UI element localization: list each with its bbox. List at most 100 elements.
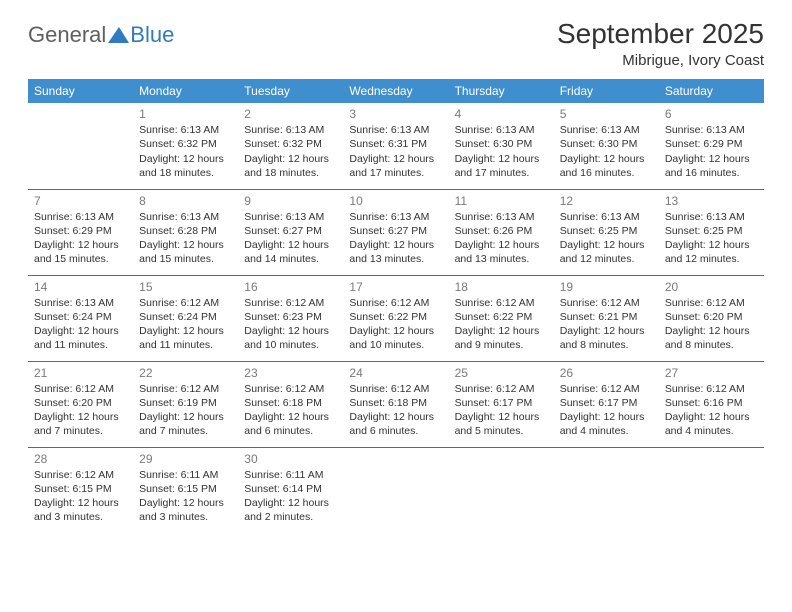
header: General Blue September 2025 Mibrigue, Iv…	[28, 18, 764, 69]
daylight-text: and 8 minutes.	[665, 338, 758, 352]
weekday-header: Tuesday	[238, 79, 343, 103]
sunset-text: Sunset: 6:21 PM	[560, 310, 653, 324]
sunset-text: Sunset: 6:22 PM	[455, 310, 548, 324]
daylight-text: Daylight: 12 hours	[560, 410, 653, 424]
weekday-header: Thursday	[449, 79, 554, 103]
sunset-text: Sunset: 6:17 PM	[455, 396, 548, 410]
daylight-text: and 4 minutes.	[665, 424, 758, 438]
sunset-text: Sunset: 6:19 PM	[139, 396, 232, 410]
sunrise-text: Sunrise: 6:12 AM	[244, 382, 337, 396]
day-number: 14	[34, 279, 127, 295]
calendar-cell: 6Sunrise: 6:13 AMSunset: 6:29 PMDaylight…	[659, 103, 764, 189]
day-number: 8	[139, 193, 232, 209]
sunrise-text: Sunrise: 6:12 AM	[34, 382, 127, 396]
sunset-text: Sunset: 6:29 PM	[665, 137, 758, 151]
sunset-text: Sunset: 6:28 PM	[139, 224, 232, 238]
sunrise-text: Sunrise: 6:13 AM	[665, 123, 758, 137]
day-number: 12	[560, 193, 653, 209]
logo-sail-icon	[108, 26, 130, 44]
calendar-cell: 16Sunrise: 6:12 AMSunset: 6:23 PMDayligh…	[238, 275, 343, 361]
sunset-text: Sunset: 6:18 PM	[349, 396, 442, 410]
sunset-text: Sunset: 6:27 PM	[349, 224, 442, 238]
day-number: 6	[665, 106, 758, 122]
sunset-text: Sunset: 6:24 PM	[34, 310, 127, 324]
daylight-text: and 17 minutes.	[349, 166, 442, 180]
sunrise-text: Sunrise: 6:11 AM	[244, 468, 337, 482]
calendar-cell	[343, 447, 448, 533]
day-number: 2	[244, 106, 337, 122]
daylight-text: Daylight: 12 hours	[139, 324, 232, 338]
day-number: 28	[34, 451, 127, 467]
calendar-cell: 1Sunrise: 6:13 AMSunset: 6:32 PMDaylight…	[133, 103, 238, 189]
weekday-header: Saturday	[659, 79, 764, 103]
daylight-text: and 15 minutes.	[139, 252, 232, 266]
sunrise-text: Sunrise: 6:13 AM	[560, 210, 653, 224]
logo-text-a: General	[28, 22, 106, 48]
calendar-document: General Blue September 2025 Mibrigue, Iv…	[0, 0, 792, 543]
calendar-cell: 17Sunrise: 6:12 AMSunset: 6:22 PMDayligh…	[343, 275, 448, 361]
daylight-text: Daylight: 12 hours	[244, 152, 337, 166]
day-number: 17	[349, 279, 442, 295]
calendar-cell: 4Sunrise: 6:13 AMSunset: 6:30 PMDaylight…	[449, 103, 554, 189]
daylight-text: and 14 minutes.	[244, 252, 337, 266]
day-number: 22	[139, 365, 232, 381]
daylight-text: and 5 minutes.	[455, 424, 548, 438]
calendar-cell	[449, 447, 554, 533]
day-number: 29	[139, 451, 232, 467]
weekday-row: Sunday Monday Tuesday Wednesday Thursday…	[28, 79, 764, 103]
sunset-text: Sunset: 6:26 PM	[455, 224, 548, 238]
calendar-week: 7Sunrise: 6:13 AMSunset: 6:29 PMDaylight…	[28, 189, 764, 275]
sunrise-text: Sunrise: 6:13 AM	[244, 210, 337, 224]
day-number: 20	[665, 279, 758, 295]
calendar-cell: 7Sunrise: 6:13 AMSunset: 6:29 PMDaylight…	[28, 189, 133, 275]
calendar-cell: 15Sunrise: 6:12 AMSunset: 6:24 PMDayligh…	[133, 275, 238, 361]
calendar-cell: 27Sunrise: 6:12 AMSunset: 6:16 PMDayligh…	[659, 361, 764, 447]
sunrise-text: Sunrise: 6:13 AM	[349, 210, 442, 224]
daylight-text: Daylight: 12 hours	[244, 410, 337, 424]
daylight-text: Daylight: 12 hours	[244, 238, 337, 252]
calendar-cell: 22Sunrise: 6:12 AMSunset: 6:19 PMDayligh…	[133, 361, 238, 447]
day-number: 18	[455, 279, 548, 295]
calendar-cell: 14Sunrise: 6:13 AMSunset: 6:24 PMDayligh…	[28, 275, 133, 361]
sunrise-text: Sunrise: 6:12 AM	[244, 296, 337, 310]
sunset-text: Sunset: 6:32 PM	[139, 137, 232, 151]
day-number: 4	[455, 106, 548, 122]
sunrise-text: Sunrise: 6:13 AM	[665, 210, 758, 224]
sunrise-text: Sunrise: 6:13 AM	[455, 123, 548, 137]
calendar-cell: 28Sunrise: 6:12 AMSunset: 6:15 PMDayligh…	[28, 447, 133, 533]
sunset-text: Sunset: 6:14 PM	[244, 482, 337, 496]
sunrise-text: Sunrise: 6:13 AM	[34, 296, 127, 310]
daylight-text: Daylight: 12 hours	[349, 324, 442, 338]
daylight-text: Daylight: 12 hours	[34, 238, 127, 252]
sunset-text: Sunset: 6:29 PM	[34, 224, 127, 238]
sunset-text: Sunset: 6:15 PM	[139, 482, 232, 496]
daylight-text: Daylight: 12 hours	[455, 238, 548, 252]
sunrise-text: Sunrise: 6:12 AM	[560, 382, 653, 396]
calendar-cell: 12Sunrise: 6:13 AMSunset: 6:25 PMDayligh…	[554, 189, 659, 275]
daylight-text: and 10 minutes.	[244, 338, 337, 352]
daylight-text: Daylight: 12 hours	[349, 238, 442, 252]
sunset-text: Sunset: 6:20 PM	[665, 310, 758, 324]
weekday-header: Friday	[554, 79, 659, 103]
sunset-text: Sunset: 6:25 PM	[665, 224, 758, 238]
calendar-cell: 19Sunrise: 6:12 AMSunset: 6:21 PMDayligh…	[554, 275, 659, 361]
sunset-text: Sunset: 6:15 PM	[34, 482, 127, 496]
sunset-text: Sunset: 6:22 PM	[349, 310, 442, 324]
daylight-text: Daylight: 12 hours	[34, 496, 127, 510]
day-number: 23	[244, 365, 337, 381]
daylight-text: and 4 minutes.	[560, 424, 653, 438]
day-number: 9	[244, 193, 337, 209]
sunrise-text: Sunrise: 6:12 AM	[34, 468, 127, 482]
daylight-text: Daylight: 12 hours	[665, 238, 758, 252]
day-number: 10	[349, 193, 442, 209]
sunset-text: Sunset: 6:27 PM	[244, 224, 337, 238]
calendar-cell: 21Sunrise: 6:12 AMSunset: 6:20 PMDayligh…	[28, 361, 133, 447]
daylight-text: and 2 minutes.	[244, 510, 337, 524]
sunrise-text: Sunrise: 6:12 AM	[349, 382, 442, 396]
sunrise-text: Sunrise: 6:13 AM	[560, 123, 653, 137]
calendar-week: 14Sunrise: 6:13 AMSunset: 6:24 PM Dayligh…	[28, 275, 764, 361]
calendar-cell: 2Sunrise: 6:13 AMSunset: 6:32 PMDaylight…	[238, 103, 343, 189]
sunrise-text: Sunrise: 6:12 AM	[665, 296, 758, 310]
calendar-cell: 26Sunrise: 6:12 AMSunset: 6:17 PMDayligh…	[554, 361, 659, 447]
calendar-cell: 24Sunrise: 6:12 AMSunset: 6:18 PMDayligh…	[343, 361, 448, 447]
